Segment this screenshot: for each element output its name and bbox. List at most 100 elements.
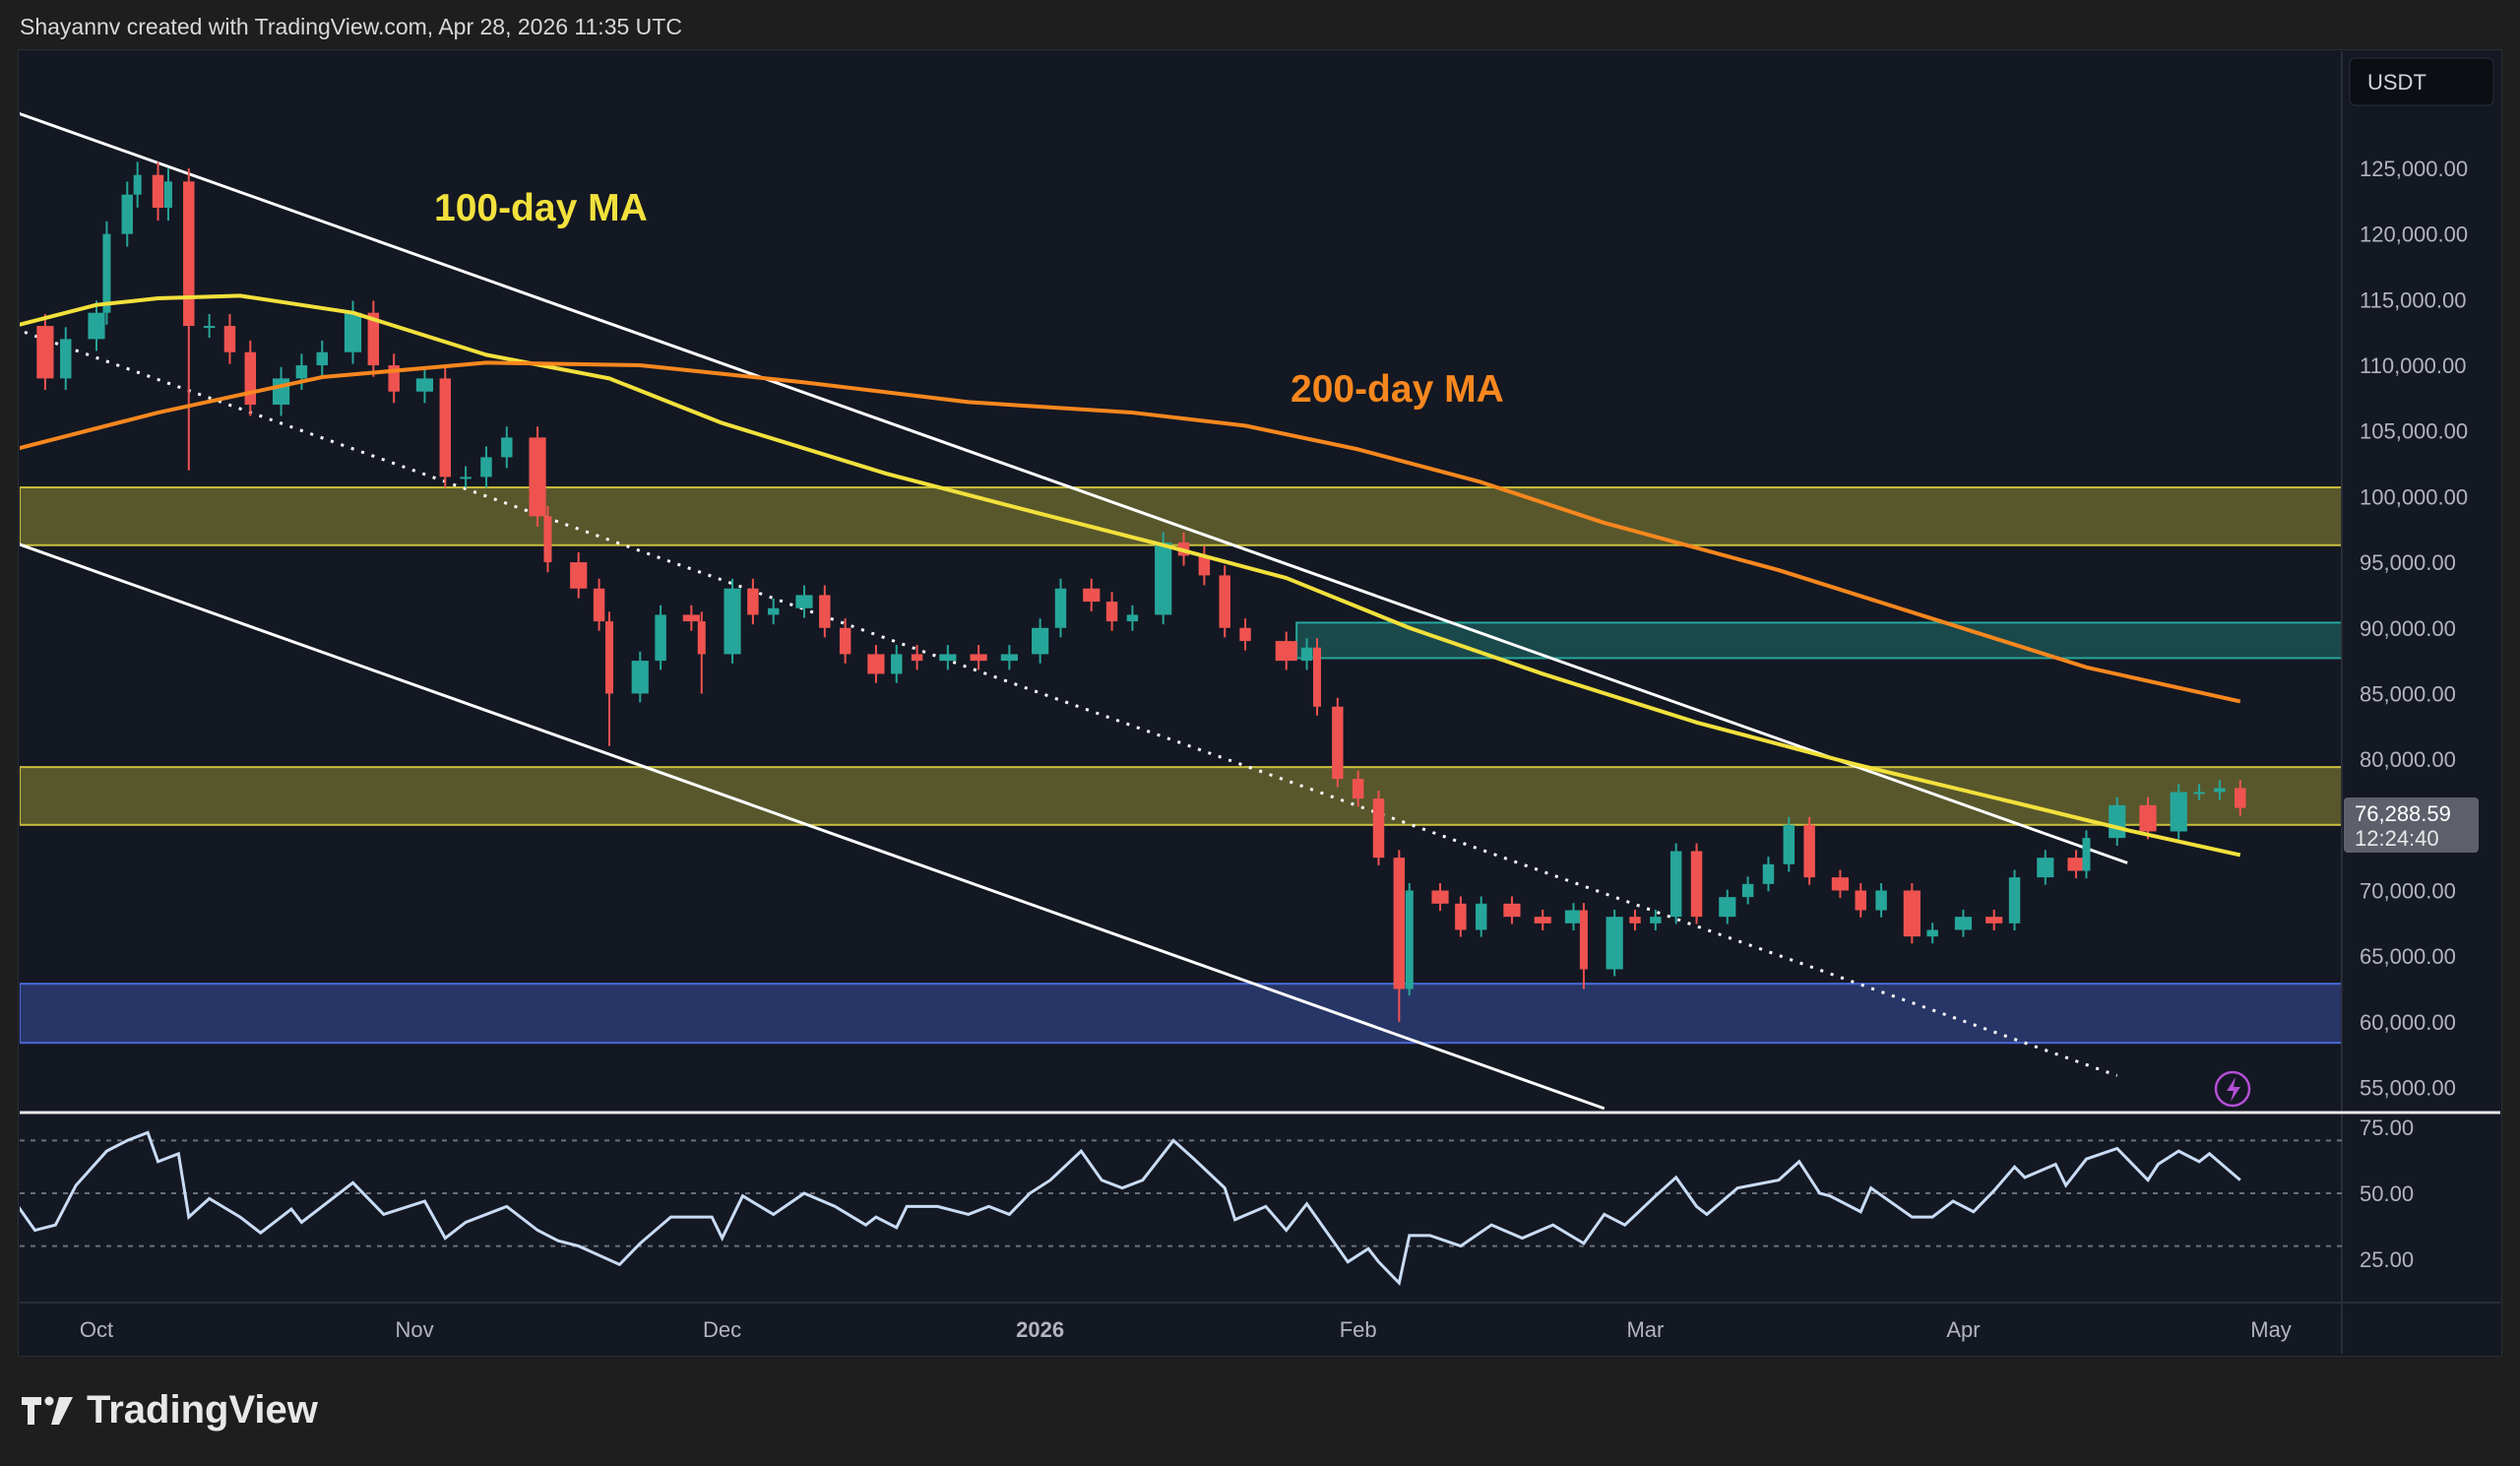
candle-body	[316, 351, 328, 366]
rsi-tick: 50.00	[2360, 1181, 2414, 1206]
time-tick: Apr	[1946, 1317, 1980, 1342]
time-tick: Oct	[80, 1317, 113, 1342]
time-tick: Mar	[1626, 1317, 1664, 1342]
rsi-tick: 75.00	[2360, 1115, 2414, 1140]
price-tick: 70,000.00	[2360, 878, 2456, 903]
price-tick: 125,000.00	[2360, 157, 2468, 181]
candle-body	[1762, 863, 1775, 884]
price-tick: 90,000.00	[2360, 616, 2456, 641]
candle-body	[415, 378, 434, 392]
price-tick: 80,000.00	[2360, 747, 2456, 772]
candle-body	[152, 174, 164, 209]
time-tick: 2026	[1016, 1317, 1064, 1342]
candle-body	[1198, 555, 1211, 576]
candle-body	[682, 614, 700, 622]
tradingview-logo[interactable]: TradingView	[20, 1388, 318, 1433]
ma100-label: 100-day MA	[434, 187, 648, 229]
dotted-trendline	[20, 329, 2118, 1077]
candle-body	[1054, 588, 1067, 628]
candle-body	[724, 588, 741, 655]
candle-body	[88, 312, 105, 340]
candle-body	[1312, 647, 1321, 707]
main-pane	[20, 111, 2342, 1111]
candle-body	[344, 312, 362, 352]
candle-body	[1000, 654, 1018, 662]
candle-body	[631, 661, 649, 694]
candle-body	[2235, 788, 2246, 808]
currency-label: USDT	[2367, 70, 2426, 95]
candle-body	[1300, 647, 1313, 662]
ma200-line	[20, 360, 2241, 704]
candle-body	[501, 437, 513, 458]
candle-body	[1475, 903, 1487, 930]
channel-line	[20, 111, 2128, 864]
candle-body	[1579, 910, 1588, 970]
currency-button[interactable]	[2349, 57, 2494, 106]
candle-body	[2193, 792, 2205, 795]
candle-body	[1670, 851, 1682, 918]
price-tick: 85,000.00	[2360, 681, 2456, 706]
candle-body	[819, 595, 831, 628]
rsi-pane	[20, 1130, 2342, 1287]
candle-body	[697, 621, 706, 655]
candle-body	[439, 378, 452, 478]
candle-body	[891, 654, 903, 674]
candle-body	[1431, 890, 1449, 904]
candle-body	[1803, 824, 1815, 878]
candle-body	[1875, 890, 1887, 911]
price-tick: 60,000.00	[2360, 1010, 2456, 1035]
candle-body	[1239, 627, 1251, 642]
candle-body	[605, 621, 613, 694]
candle-body	[388, 365, 400, 392]
candle-body	[1083, 588, 1101, 603]
zone-blue	[20, 983, 2342, 1045]
candle-body	[1954, 917, 1973, 930]
candle-body	[1831, 877, 1849, 891]
candle-body	[570, 562, 588, 589]
time-tick: Feb	[1340, 1317, 1377, 1342]
candle-body	[1155, 542, 1172, 615]
candle-body	[1455, 903, 1467, 930]
candle-body	[1352, 779, 1364, 799]
candle-body	[1503, 903, 1521, 918]
candle-body	[223, 326, 236, 352]
zone-teal	[1295, 621, 2342, 660]
candle-body	[970, 654, 987, 662]
candle-body	[543, 516, 552, 563]
candle-body	[911, 654, 923, 662]
candle-body	[2109, 804, 2126, 839]
candle-body	[2139, 804, 2157, 832]
time-tick: Dec	[703, 1317, 741, 1342]
price-tick: 55,000.00	[2360, 1076, 2456, 1101]
candle-body	[183, 181, 195, 327]
candle-body	[102, 233, 111, 313]
price-tick: 105,000.00	[2360, 419, 2468, 444]
candle-body	[839, 627, 851, 655]
candle-body	[1534, 917, 1551, 924]
candle-body	[295, 365, 308, 379]
price-tick: 65,000.00	[2360, 944, 2456, 969]
candle-body	[367, 312, 380, 366]
price-tick: 115,000.00	[2360, 287, 2466, 312]
rsi-tick: 25.00	[2360, 1247, 2414, 1272]
candle-body	[133, 174, 142, 195]
candle-body	[867, 654, 885, 674]
candle-body	[1903, 890, 1921, 937]
candle-body	[1564, 910, 1583, 924]
candle-body	[480, 457, 492, 478]
ma200-label: 200-day MA	[1291, 368, 1504, 411]
candle-body	[244, 351, 257, 406]
zone-yellow	[20, 486, 2342, 546]
candle-body	[939, 654, 957, 662]
candle-body	[203, 326, 216, 329]
tradingview-logo-text: TradingView	[87, 1388, 318, 1432]
last-price: 76,288.59	[2355, 801, 2451, 826]
candle-body	[1690, 851, 1703, 918]
candle-body	[1650, 917, 1662, 924]
candle-body	[1741, 883, 1754, 898]
candle-body	[121, 194, 133, 234]
candle-body	[2082, 838, 2091, 871]
candle-body	[1783, 824, 1796, 864]
candle-body	[1032, 627, 1049, 655]
